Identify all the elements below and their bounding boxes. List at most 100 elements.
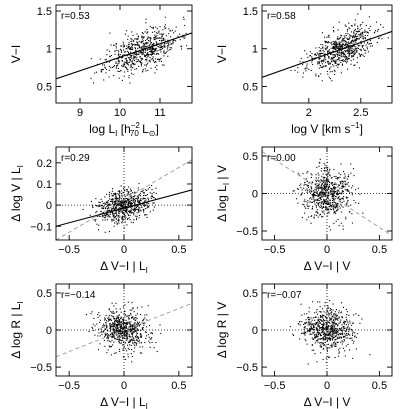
data-point [342, 59, 344, 61]
data-point [110, 204, 112, 206]
data-point [327, 73, 329, 75]
data-point [327, 321, 329, 323]
data-point [151, 47, 153, 50]
data-point [156, 350, 158, 353]
data-point [140, 334, 142, 336]
data-point [164, 28, 166, 30]
data-point [146, 32, 148, 34]
data-point [106, 327, 108, 329]
data-point [348, 55, 350, 57]
data-point [121, 221, 123, 223]
data-point [328, 188, 330, 190]
data-point [315, 177, 317, 179]
data-point [145, 42, 148, 44]
data-point [127, 186, 130, 188]
data-point [316, 183, 318, 185]
data-point [340, 192, 342, 194]
data-point [118, 316, 120, 318]
data-point [345, 316, 347, 318]
data-point [305, 178, 307, 180]
data-point [349, 334, 351, 336]
data-point [301, 321, 303, 323]
data-point [158, 31, 160, 33]
data-point [325, 203, 327, 205]
data-point [309, 331, 311, 333]
data-point [339, 336, 341, 338]
data-point [126, 30, 128, 32]
data-point [147, 37, 149, 39]
data-point [145, 194, 147, 196]
data-point [339, 48, 341, 50]
data-point [343, 327, 345, 329]
data-point [115, 208, 117, 210]
data-point [121, 201, 123, 204]
scatter-panel-6: −0.5 0 0.5−0.500.5 r=−0.07Δ V−I | VΔ log R … [215, 283, 393, 409]
data-point [125, 199, 127, 202]
data-point [163, 46, 165, 48]
data-point [104, 231, 106, 233]
data-point [129, 48, 132, 50]
data-point [325, 328, 327, 330]
data-point [360, 34, 362, 36]
dashed-trend-line [56, 159, 192, 240]
data-point [118, 331, 120, 333]
data-point [108, 65, 111, 67]
data-point [136, 313, 138, 315]
data-point [317, 203, 319, 205]
data-point [340, 203, 342, 205]
data-point [326, 42, 328, 44]
data-point [345, 216, 347, 218]
data-point [168, 28, 170, 30]
data-point [319, 322, 321, 324]
data-point [153, 48, 155, 50]
data-point [354, 52, 356, 54]
data-point [320, 352, 322, 354]
data-point [117, 190, 119, 192]
data-point [329, 308, 332, 310]
data-point [152, 49, 154, 51]
data-point [149, 324, 151, 327]
data-point [92, 205, 94, 207]
data-point [320, 60, 322, 62]
data-point [114, 324, 116, 326]
data-point [126, 62, 128, 64]
data-point [344, 183, 346, 185]
data-point [330, 314, 332, 316]
data-point [121, 54, 124, 56]
data-point [306, 219, 308, 221]
data-point [127, 70, 129, 73]
data-point [122, 321, 124, 323]
data-point [113, 44, 115, 46]
data-point [113, 207, 115, 209]
data-point [136, 332, 138, 334]
data-point [362, 32, 364, 34]
data-point [347, 29, 349, 31]
data-point [120, 329, 122, 331]
data-point [97, 335, 99, 337]
data-point [375, 21, 378, 23]
data-point [306, 172, 308, 174]
data-point [340, 311, 342, 313]
data-point [126, 335, 128, 337]
data-point [322, 339, 324, 341]
data-point [322, 202, 324, 204]
data-point [110, 310, 112, 313]
data-point [115, 67, 117, 69]
data-point [356, 38, 358, 40]
data-point [140, 342, 143, 344]
data-point [314, 337, 316, 339]
data-point [351, 51, 353, 53]
data-point [92, 327, 94, 329]
data-point [321, 320, 323, 322]
data-point [116, 316, 118, 318]
data-point [326, 169, 328, 171]
data-point [101, 212, 103, 214]
data-point [336, 314, 339, 316]
data-point [138, 52, 140, 54]
data-point [134, 47, 136, 49]
data-point [319, 58, 321, 60]
data-point [157, 37, 159, 39]
data-point [129, 59, 131, 61]
data-point [310, 191, 312, 193]
data-point [127, 331, 129, 333]
